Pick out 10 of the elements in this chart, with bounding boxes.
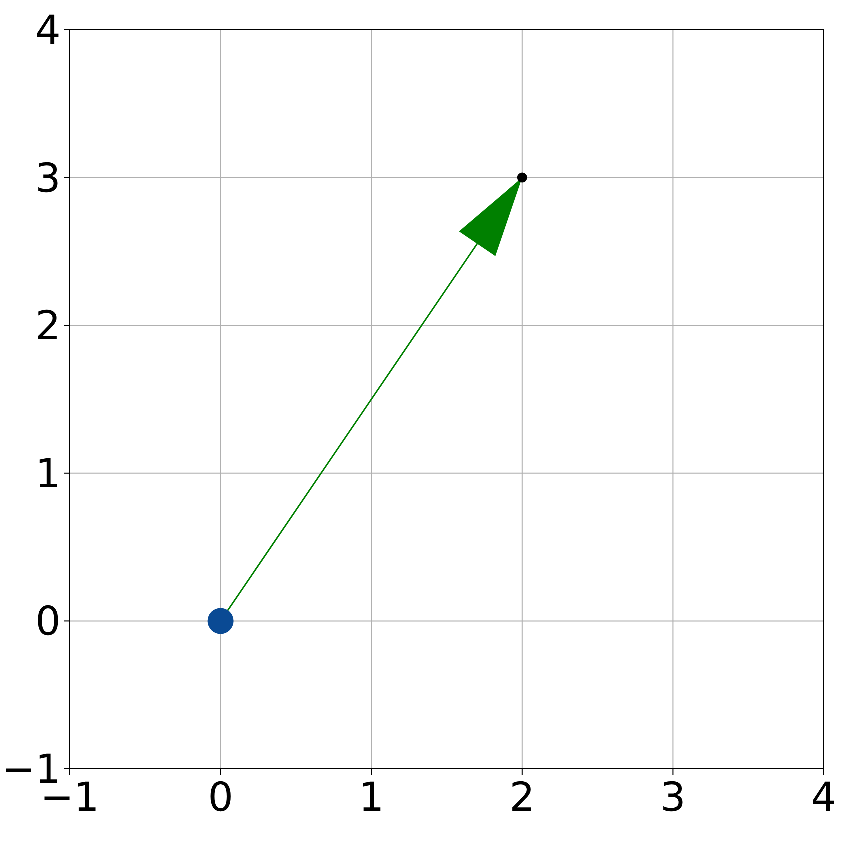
x-tick-label: 4 — [811, 775, 837, 821]
y-tick-label: 2 — [36, 304, 61, 350]
y-tick-label: 0 — [36, 599, 61, 646]
x-tick-label: 2 — [510, 775, 536, 821]
x-tick-label: 3 — [660, 775, 686, 821]
y-tick-label: 3 — [36, 156, 61, 202]
y-tick-label: 4 — [36, 8, 61, 54]
y-tick-label: 1 — [36, 451, 61, 498]
x-tick-label: 1 — [358, 775, 384, 821]
x-tick-label: 0 — [208, 775, 234, 821]
